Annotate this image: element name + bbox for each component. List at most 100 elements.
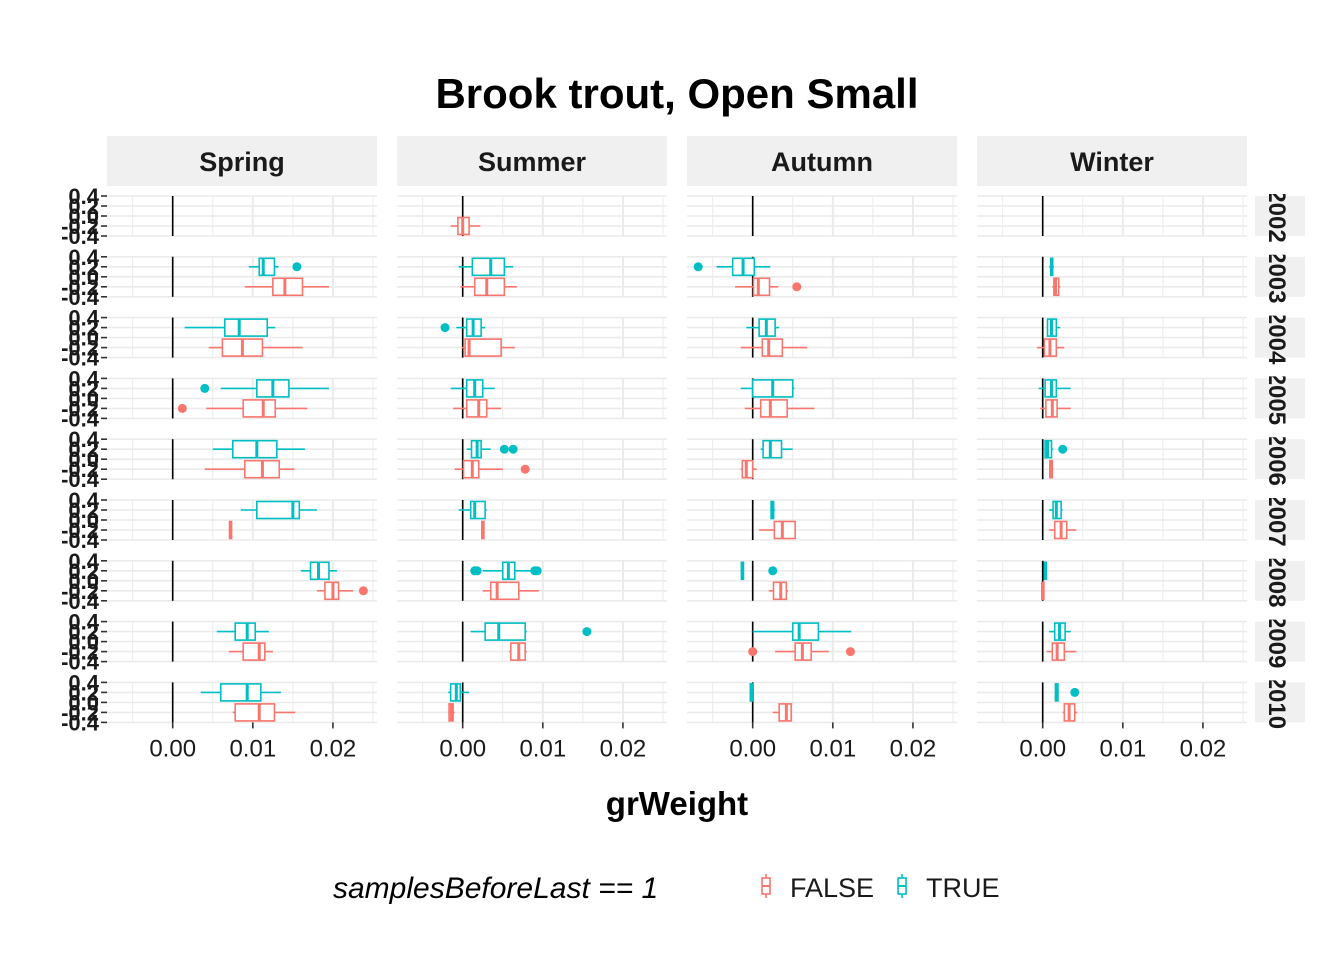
boxplot-true-winter-2010 bbox=[1054, 683, 1080, 702]
y-tick-label: 0.2 bbox=[68, 316, 99, 341]
boxplot-false-winter-2008 bbox=[1041, 581, 1045, 601]
x-tick-label: 0.02 bbox=[310, 735, 357, 762]
x-tick-label: 0.02 bbox=[890, 735, 937, 762]
x-tick-label: 0.00 bbox=[729, 735, 776, 762]
box bbox=[258, 257, 276, 277]
boxplot-true-autumn-2009 bbox=[752, 622, 852, 641]
panel-winter-2005 bbox=[977, 377, 1247, 420]
outlier-point bbox=[292, 262, 302, 272]
outlier-point bbox=[1058, 444, 1068, 454]
y-tick-label: -0.2 bbox=[61, 640, 99, 665]
y-tick-label: 0.0 bbox=[68, 204, 99, 229]
x-tick-label: 0.01 bbox=[229, 735, 276, 762]
box bbox=[464, 338, 502, 357]
panel-winter-2002 bbox=[977, 195, 1247, 237]
boxplot-false-spring-2003 bbox=[244, 277, 329, 297]
panel-spring-2002 bbox=[107, 195, 377, 237]
y-tick-label: 0.0 bbox=[68, 326, 99, 351]
row-strip-2004 bbox=[1255, 317, 1305, 358]
boxplot-true-summer-2006 bbox=[466, 439, 518, 459]
panel-summer-2002 bbox=[397, 195, 667, 237]
box bbox=[752, 277, 771, 297]
row-strip-2002 bbox=[1255, 196, 1305, 236]
y-tick-label: 0.0 bbox=[68, 508, 99, 533]
boxplot-true-spring-2008 bbox=[300, 561, 337, 581]
boxplot-false-spring-2006 bbox=[204, 459, 295, 479]
row-strip-label-2008: 2008 bbox=[1263, 554, 1290, 607]
boxplot-true-summer-2010 bbox=[448, 683, 470, 702]
y-axis-ticks: 0.40.20.0-0.2-0.40.40.20.0-0.2-0.40.40.2… bbox=[61, 184, 107, 735]
boxplot-false-winter-2010 bbox=[1062, 703, 1078, 722]
panel-spring-2005 bbox=[107, 377, 377, 420]
box bbox=[272, 277, 304, 297]
panel-autumn-2004 bbox=[687, 316, 957, 359]
x-tick-label: 0.00 bbox=[149, 735, 196, 762]
boxplot-false-summer-2007 bbox=[481, 520, 485, 540]
boxplot-false-summer-2009 bbox=[509, 642, 527, 661]
panel-summer-2004 bbox=[397, 316, 667, 359]
y-tick-label: 0.0 bbox=[68, 690, 99, 715]
boxplot-false-summer-2006 bbox=[454, 459, 530, 479]
strip-label-autumn: Autumn bbox=[771, 147, 873, 177]
boxplot-true-summer-2008 bbox=[470, 561, 542, 581]
row-strip-label-2006: 2006 bbox=[1263, 433, 1290, 486]
outlier-point bbox=[177, 403, 187, 413]
boxplot-true-spring-2004 bbox=[184, 318, 276, 337]
panel-autumn-2002 bbox=[687, 195, 957, 237]
outlier-point bbox=[1070, 687, 1080, 697]
y-tick-label: -0.2 bbox=[61, 396, 99, 421]
outlier-point bbox=[472, 566, 482, 576]
panel-summer-2006 bbox=[397, 438, 667, 481]
boxplot-true-summer-2009 bbox=[470, 622, 592, 641]
strip-summer bbox=[397, 136, 667, 186]
y-tick-label: 0.0 bbox=[68, 386, 99, 411]
boxplot-true-autumn-2008 bbox=[740, 561, 778, 581]
row-strip-label-2004: 2004 bbox=[1263, 311, 1290, 365]
y-tick-label: -0.2 bbox=[61, 275, 99, 300]
panel-winter-2003 bbox=[977, 255, 1247, 298]
y-tick-label: 0.2 bbox=[68, 620, 99, 645]
panel-summer-2007 bbox=[397, 499, 667, 541]
box bbox=[473, 277, 506, 297]
strip-spring bbox=[107, 136, 377, 186]
panel-autumn-2007 bbox=[687, 499, 957, 541]
y-tick-label: 0.4 bbox=[68, 488, 99, 513]
y-tick-label: 0.4 bbox=[68, 549, 99, 574]
y-tick-label: -0.4 bbox=[61, 224, 100, 249]
boxplot-false-summer-2002 bbox=[450, 216, 481, 236]
panel-summer-2009 bbox=[397, 620, 667, 663]
outlier-point bbox=[520, 464, 530, 474]
column-strips: Spring Summer Autumn Winter bbox=[107, 136, 1247, 186]
panel-spring-2003 bbox=[107, 255, 377, 298]
panel-spring-2006 bbox=[107, 438, 377, 481]
legend-title: samplesBeforeLast == 1 bbox=[333, 872, 658, 905]
y-tick-label: 0.0 bbox=[68, 569, 99, 594]
boxplot-true-autumn-2010 bbox=[749, 683, 754, 702]
y-tick-label: 0.4 bbox=[68, 610, 99, 635]
row-strip-2008 bbox=[1255, 560, 1305, 601]
row-strip-label-2007: 2007 bbox=[1263, 493, 1290, 546]
boxplot-false-winter-2006 bbox=[1049, 459, 1054, 479]
outlier-point bbox=[499, 444, 509, 454]
y-tick-label: 0.4 bbox=[68, 245, 99, 270]
y-tick-label: -0.4 bbox=[61, 710, 100, 735]
boxplot-false-spring-2007 bbox=[228, 520, 233, 540]
y-tick-label: 0.0 bbox=[68, 447, 99, 472]
boxplot-false-summer-2004 bbox=[461, 338, 515, 357]
boxplot-true-spring-2005 bbox=[200, 379, 329, 398]
outlier-point bbox=[508, 444, 518, 454]
boxplot-false-winter-2009 bbox=[1046, 642, 1077, 661]
y-tick-label: -0.2 bbox=[61, 457, 99, 482]
boxplot-false-spring-2009 bbox=[228, 642, 273, 661]
y-tick-label: -0.2 bbox=[61, 700, 99, 725]
boxplot-true-spring-2007 bbox=[240, 500, 317, 520]
row-strip-2009 bbox=[1255, 621, 1305, 662]
boxplot-true-spring-2006 bbox=[212, 439, 305, 459]
boxplot-false-summer-2010 bbox=[448, 703, 455, 722]
panel-spring-2009 bbox=[107, 620, 377, 663]
row-strip-2010 bbox=[1255, 682, 1305, 723]
box bbox=[242, 399, 277, 418]
boxplot-true-winter-2007 bbox=[1049, 500, 1063, 520]
strip-winter bbox=[977, 136, 1247, 186]
boxplot-true-autumn-2004 bbox=[746, 318, 780, 337]
